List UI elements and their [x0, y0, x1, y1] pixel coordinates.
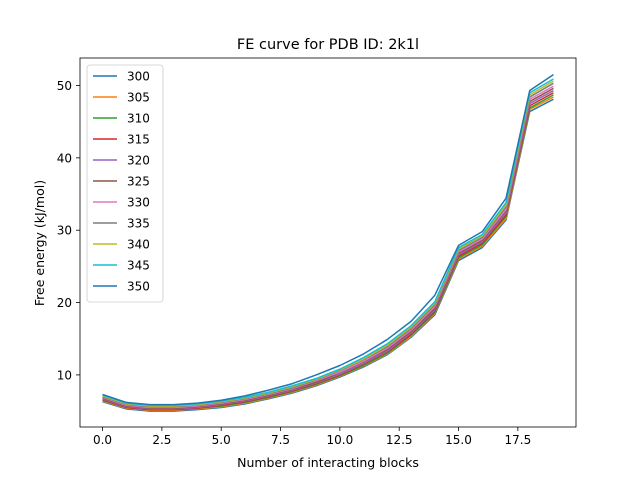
legend-label-350: 350 [127, 280, 150, 294]
legend: 300 305 310 315 320 325 330 335 340 345 350 [86, 64, 164, 303]
x-tick-label: 15.0 [445, 433, 472, 447]
y-tick-label: 40 [57, 151, 72, 165]
x-tick-label: 0.0 [93, 433, 112, 447]
series-line-320 [102, 89, 554, 410]
series-line-330 [102, 85, 554, 409]
series-line-315 [102, 92, 554, 411]
y-axis-label: Free energy (kJ/mol) [32, 180, 47, 306]
series-line-300 [102, 98, 554, 412]
series-line-350 [102, 74, 554, 406]
legend-label-305: 305 [127, 91, 150, 105]
legend-label-300: 300 [127, 70, 150, 84]
legend-label-315: 315 [127, 133, 150, 147]
legend-label-310: 310 [127, 112, 150, 126]
x-tick-label: 10.0 [327, 433, 354, 447]
x-tick-label: 12.5 [386, 433, 413, 447]
series-line-335 [102, 82, 554, 408]
x-tick-label: 7.5 [271, 433, 290, 447]
y-tick-label: 50 [57, 79, 72, 93]
series-line-305 [102, 96, 554, 412]
y-tick-label: 30 [57, 224, 72, 238]
y-tick-label: 10 [57, 368, 72, 382]
axes-layer: 0.0 2.5 5.0 7.5 10.0 12.5 15.0 17.5 10 20 30 40 50 [57, 57, 577, 447]
legend-label-340: 340 [127, 238, 150, 252]
legend-label-330: 330 [127, 196, 150, 210]
x-tick-label: 5.0 [212, 433, 231, 447]
legend-label-325: 325 [127, 175, 150, 189]
series-layer [102, 74, 554, 412]
legend-label-335: 335 [127, 217, 150, 231]
y-tick-label: 20 [57, 296, 72, 310]
legend-label-320: 320 [127, 154, 150, 168]
chart-title: FE curve for PDB ID: 2k1l [237, 37, 419, 53]
x-axis-label: Number of interacting blocks [237, 455, 419, 470]
legend-box [86, 64, 164, 303]
series-line-325 [102, 87, 554, 409]
x-tick-label: 17.5 [504, 433, 531, 447]
series-line-310 [102, 94, 554, 411]
legend-label-345: 345 [127, 259, 150, 273]
x-tick-label: 2.5 [152, 433, 171, 447]
plot-frame [79, 57, 577, 428]
